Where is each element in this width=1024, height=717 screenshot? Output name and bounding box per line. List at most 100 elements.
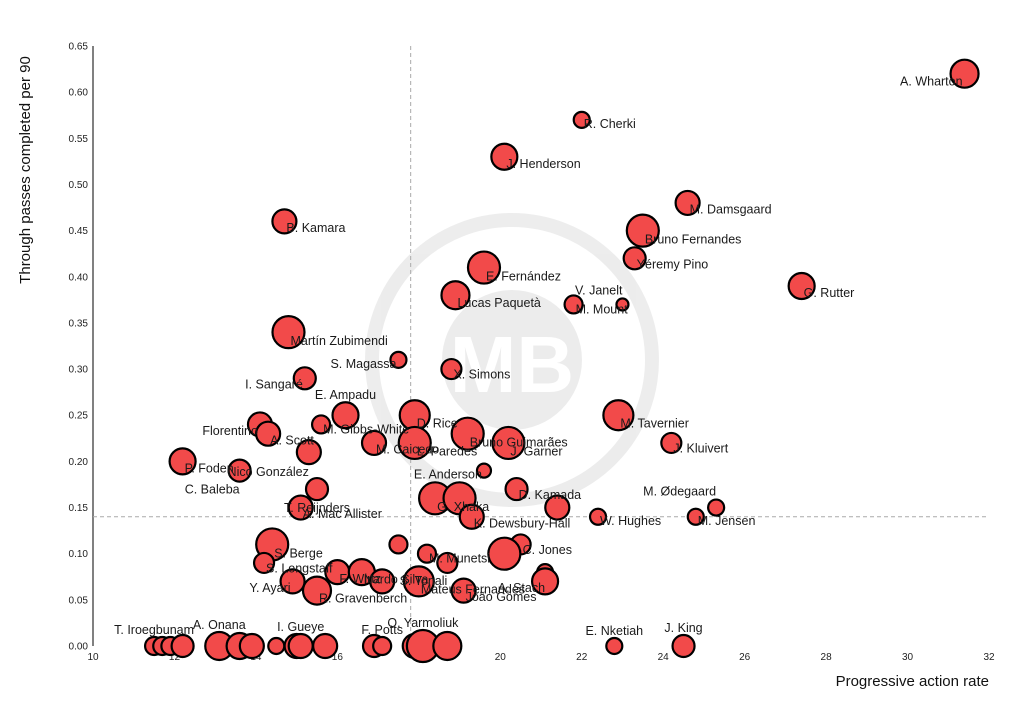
y-tick-label: 0.45 xyxy=(69,226,89,237)
point-label: Martín Zubimendi xyxy=(290,334,387,348)
data-point xyxy=(707,498,726,517)
x-tick-label: 28 xyxy=(821,652,833,663)
data-point xyxy=(227,458,252,483)
y-tick-label: 0.55 xyxy=(69,134,89,145)
point-label: O. Yarmoliuk xyxy=(387,616,459,630)
point-label: S. Longstaff xyxy=(266,561,333,575)
x-tick-label: 30 xyxy=(902,652,914,663)
point-label: F. Potts xyxy=(361,623,403,637)
point-label: L. Paredes xyxy=(417,445,477,459)
point-label: J. Kluivert xyxy=(673,441,728,455)
watermark-text: MB xyxy=(450,320,574,409)
point-label: T. Iroegbunam xyxy=(114,623,194,637)
x-tick-label: 20 xyxy=(495,652,507,663)
point-label: Nardo Silva xyxy=(364,572,429,586)
x-axis-title: Progressive action rate xyxy=(836,673,989,690)
data-point xyxy=(238,632,265,660)
x-tick-label: 16 xyxy=(332,652,344,663)
point-label: Florentino xyxy=(202,424,258,438)
point-label: K. Dewsbury-Hall xyxy=(474,516,571,530)
point-label: E. Ampadu xyxy=(315,388,376,402)
point-label: C. Jones xyxy=(523,543,572,557)
point-label: Bruno Fernandes xyxy=(645,232,742,246)
point-label: S. Berge xyxy=(274,546,323,560)
data-point xyxy=(312,632,339,660)
point-label: A. Onana xyxy=(193,618,246,632)
data-point xyxy=(397,425,432,461)
data-point xyxy=(388,534,409,555)
reference-lines xyxy=(93,46,989,646)
point-label: S. Magassa xyxy=(330,357,396,371)
data-point xyxy=(301,575,333,606)
point-label: Bruno Guimarães xyxy=(470,435,568,449)
point-label: A. Stach xyxy=(498,581,545,595)
data-point xyxy=(287,632,314,660)
data-point xyxy=(271,208,298,235)
point-label: J. Garner xyxy=(510,445,562,459)
data-point xyxy=(255,420,282,447)
point-label: Mateus Fernandes xyxy=(421,583,525,597)
x-tick-label: 26 xyxy=(739,652,751,663)
point-label: A. Wharton xyxy=(900,74,963,88)
data-point xyxy=(588,507,608,526)
data-point xyxy=(491,425,526,461)
y-tick-label: 0.50 xyxy=(69,180,89,191)
data-point xyxy=(487,536,522,571)
point-label: J. Henderson xyxy=(506,157,580,171)
point-label: A. Mac Allister xyxy=(303,507,382,521)
point-label: V. Janelt xyxy=(575,283,623,297)
data-point xyxy=(287,494,314,521)
data-point xyxy=(450,416,485,451)
data-point xyxy=(304,476,330,502)
data-point xyxy=(605,636,624,656)
point-label: E. Nketiah xyxy=(585,624,643,638)
y-axis-title: Through passes completed per 90 xyxy=(17,56,34,284)
y-tick-label: 0.40 xyxy=(69,272,89,283)
x-tick-label: 22 xyxy=(576,652,588,663)
data-point xyxy=(602,399,635,432)
point-label: E. Fernández xyxy=(486,269,561,283)
data-point xyxy=(292,366,317,391)
data-point xyxy=(369,568,396,595)
data-point xyxy=(544,494,571,521)
point-label: T. Reijnders xyxy=(284,501,350,515)
data-point xyxy=(279,568,306,595)
data-point xyxy=(625,213,660,248)
y-tick-label: 0.20 xyxy=(69,457,89,468)
data-point xyxy=(490,142,519,171)
point-label: M. Gibbs-White xyxy=(323,422,409,436)
y-tick-label: 0.05 xyxy=(69,595,89,606)
point-label: X. Simons xyxy=(453,368,510,382)
y-tick-label: 0.30 xyxy=(69,365,89,376)
point-label: D. Kamada xyxy=(519,488,582,502)
x-tick-label: 24 xyxy=(658,652,670,663)
data-point xyxy=(168,447,197,476)
data-points xyxy=(143,58,980,664)
data-point xyxy=(671,633,696,659)
data-point xyxy=(389,350,408,369)
data-point xyxy=(252,551,276,575)
point-label: M. Ødegaard xyxy=(643,485,716,499)
point-label: P. Foden xyxy=(185,462,234,476)
data-point xyxy=(432,630,463,662)
point-label: M. Tavernier xyxy=(620,416,689,430)
point-label: E. Anderson xyxy=(414,467,482,481)
point-label: G. Rutter xyxy=(804,286,855,300)
data-point xyxy=(622,246,647,271)
data-point xyxy=(440,357,463,381)
data-point xyxy=(360,429,388,457)
point-label: S. Tonali xyxy=(400,574,448,588)
point-label: J. King xyxy=(664,621,702,635)
data-point xyxy=(572,110,591,129)
data-point xyxy=(674,189,701,217)
data-point xyxy=(310,414,332,435)
y-tick-label: 0.60 xyxy=(69,88,89,99)
watermark-inner xyxy=(442,290,582,430)
x-tick-label: 32 xyxy=(983,652,995,663)
data-point xyxy=(466,250,502,285)
point-label: R. Gravenberch xyxy=(319,591,407,605)
y-tick-label: 0.10 xyxy=(69,549,89,560)
point-label: Nico González xyxy=(228,465,309,479)
data-point xyxy=(267,636,286,656)
